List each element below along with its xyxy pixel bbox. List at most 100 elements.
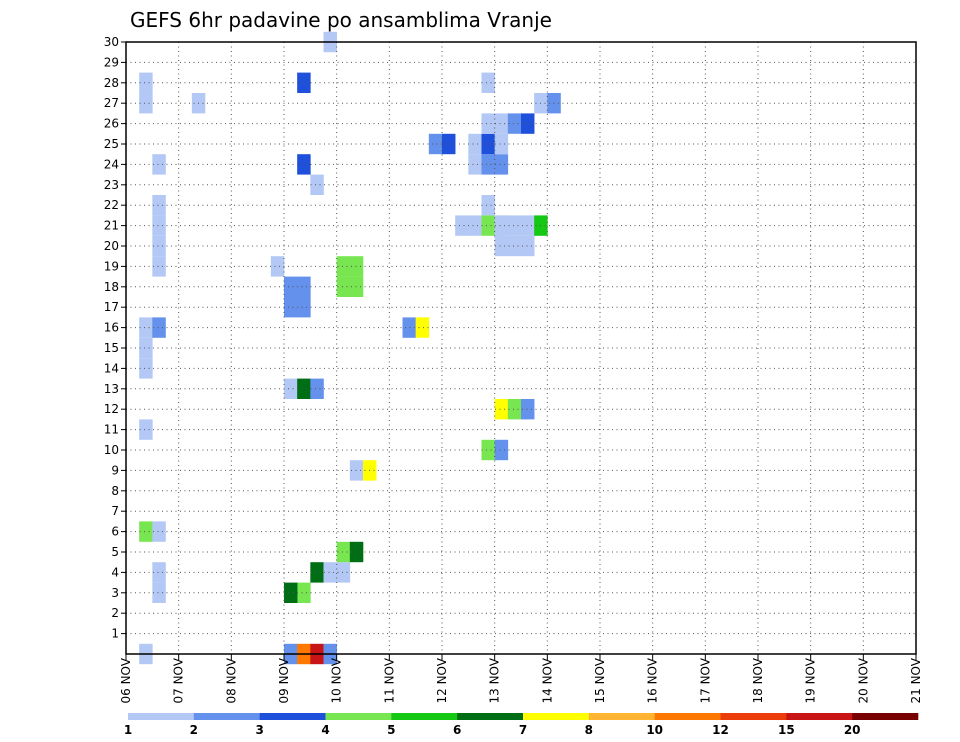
legend-label: 12 bbox=[712, 723, 729, 737]
heatmap-cell bbox=[507, 235, 522, 257]
heatmap-cell bbox=[428, 133, 443, 155]
y-tick-label: 21 bbox=[104, 219, 119, 233]
heatmap-cell bbox=[284, 276, 298, 297]
heatmap-cell bbox=[139, 93, 153, 114]
heatmap-cell bbox=[297, 378, 311, 399]
heatmap-cell bbox=[336, 562, 351, 583]
heatmap-cell bbox=[468, 133, 482, 155]
heatmap-cell bbox=[494, 215, 509, 236]
plot-frame bbox=[125, 41, 917, 655]
heatmap-cell bbox=[521, 215, 535, 236]
heatmap-cell bbox=[284, 582, 298, 603]
x-tick-label: 21 NOV bbox=[909, 657, 923, 703]
legend-label: 20 bbox=[844, 723, 861, 737]
y-tick-label: 26 bbox=[104, 117, 119, 131]
x-tick-label: 12 NOV bbox=[435, 657, 449, 703]
y-tick-label: 20 bbox=[104, 239, 119, 253]
heatmap-cell bbox=[297, 297, 311, 318]
legend-swatch bbox=[457, 713, 524, 720]
heatmap-cell bbox=[152, 215, 166, 236]
y-tick-label: 19 bbox=[104, 259, 119, 273]
legend-label: 6 bbox=[453, 723, 461, 737]
y-tick-label: 14 bbox=[104, 361, 119, 375]
heatmap-cell bbox=[297, 582, 311, 603]
x-tick-label: 07 NOV bbox=[172, 657, 186, 703]
y-tick-label: 3 bbox=[111, 586, 119, 600]
legend-label: 5 bbox=[387, 723, 395, 737]
y-tick-label: 27 bbox=[104, 96, 119, 110]
x-tick-label: 10 NOV bbox=[330, 657, 344, 703]
legend-label: 1 bbox=[124, 723, 132, 737]
y-tick-label: 25 bbox=[104, 137, 119, 151]
heatmap-cell bbox=[507, 215, 522, 236]
x-tick-label: 11 NOV bbox=[382, 657, 396, 703]
y-tick-label: 28 bbox=[104, 76, 119, 90]
heatmap-cell bbox=[468, 154, 482, 175]
heatmap-cell bbox=[152, 256, 166, 277]
heatmap-cell bbox=[349, 256, 364, 277]
heatmap-cell bbox=[310, 562, 324, 583]
heatmap-cell bbox=[270, 256, 285, 277]
heatmap-cell bbox=[310, 174, 324, 195]
heatmap-cell bbox=[152, 521, 166, 542]
heatmap-cell bbox=[349, 276, 364, 297]
legend-label: 4 bbox=[321, 723, 329, 737]
heatmap-cell bbox=[442, 133, 456, 155]
heatmap-cell bbox=[139, 358, 153, 379]
heatmap-cell bbox=[481, 113, 495, 134]
y-tick-label: 18 bbox=[104, 280, 119, 294]
x-tick-label: 06 NOV bbox=[119, 657, 133, 703]
y-axis-ticks: 1234567891011121314151617181920212223242… bbox=[104, 35, 126, 641]
heatmap-cell bbox=[521, 113, 535, 134]
y-tick-label: 4 bbox=[111, 565, 119, 579]
heatmap-cell bbox=[336, 256, 351, 277]
heatmap-cell bbox=[297, 154, 311, 175]
heatmap-cell bbox=[481, 72, 495, 93]
legend-swatch bbox=[786, 713, 853, 720]
legend-label: 15 bbox=[778, 723, 795, 737]
heatmap-cell bbox=[139, 521, 153, 542]
legend-label: 2 bbox=[190, 723, 198, 737]
heatmap-cell bbox=[152, 195, 166, 216]
heatmap-cell bbox=[521, 399, 535, 420]
x-tick-label: 16 NOV bbox=[646, 657, 660, 703]
y-tick-label: 8 bbox=[111, 484, 119, 498]
y-tick-label: 6 bbox=[111, 525, 119, 539]
legend-swatch bbox=[193, 713, 260, 720]
heatmap-cell bbox=[152, 154, 166, 175]
x-tick-label: 14 NOV bbox=[540, 657, 554, 703]
heatmap-cells bbox=[139, 31, 561, 665]
y-tick-label: 13 bbox=[104, 382, 119, 396]
heatmap-cell bbox=[310, 378, 324, 399]
y-tick-label: 30 bbox=[104, 35, 119, 49]
x-axis-ticks: 06 NOV 07 NOV 08 NOV 09 NOV 10 NOV 11 NOV 12 N… bbox=[119, 654, 923, 704]
legend-label: 8 bbox=[585, 723, 593, 737]
legend-label: 10 bbox=[646, 723, 663, 737]
legend-swatch bbox=[391, 713, 458, 720]
y-tick-label: 1 bbox=[111, 627, 119, 641]
y-tick-label: 10 bbox=[104, 443, 119, 457]
legend-swatch bbox=[325, 713, 392, 720]
legend-label: 7 bbox=[519, 723, 527, 737]
heatmap-cell bbox=[494, 399, 509, 420]
heatmap-cell bbox=[402, 317, 416, 338]
heatmap-cell bbox=[494, 439, 509, 461]
legend-label: 3 bbox=[255, 723, 263, 737]
legend-swatch bbox=[128, 713, 195, 720]
color-legend: 1 2 3 4 5 6 7 8 10 12 15 20 bbox=[124, 713, 919, 737]
heatmap-cell bbox=[297, 72, 311, 93]
y-tick-label: 12 bbox=[104, 402, 119, 416]
heatmap-cell bbox=[507, 399, 522, 420]
legend-swatch bbox=[588, 713, 655, 720]
heatmap-cell bbox=[481, 133, 495, 155]
chart-title: GEFS 6hr padavine po ansamblima Vranje bbox=[130, 8, 552, 32]
heatmap-cell bbox=[481, 215, 495, 236]
x-tick-label: 08 NOV bbox=[224, 657, 238, 703]
y-tick-label: 23 bbox=[104, 178, 119, 192]
heatmap-cell bbox=[494, 133, 509, 155]
heatmap-cell bbox=[284, 297, 298, 318]
heatmap-cell bbox=[152, 317, 166, 338]
y-tick-label: 22 bbox=[104, 198, 119, 212]
x-tick-label: 09 NOV bbox=[277, 657, 291, 703]
